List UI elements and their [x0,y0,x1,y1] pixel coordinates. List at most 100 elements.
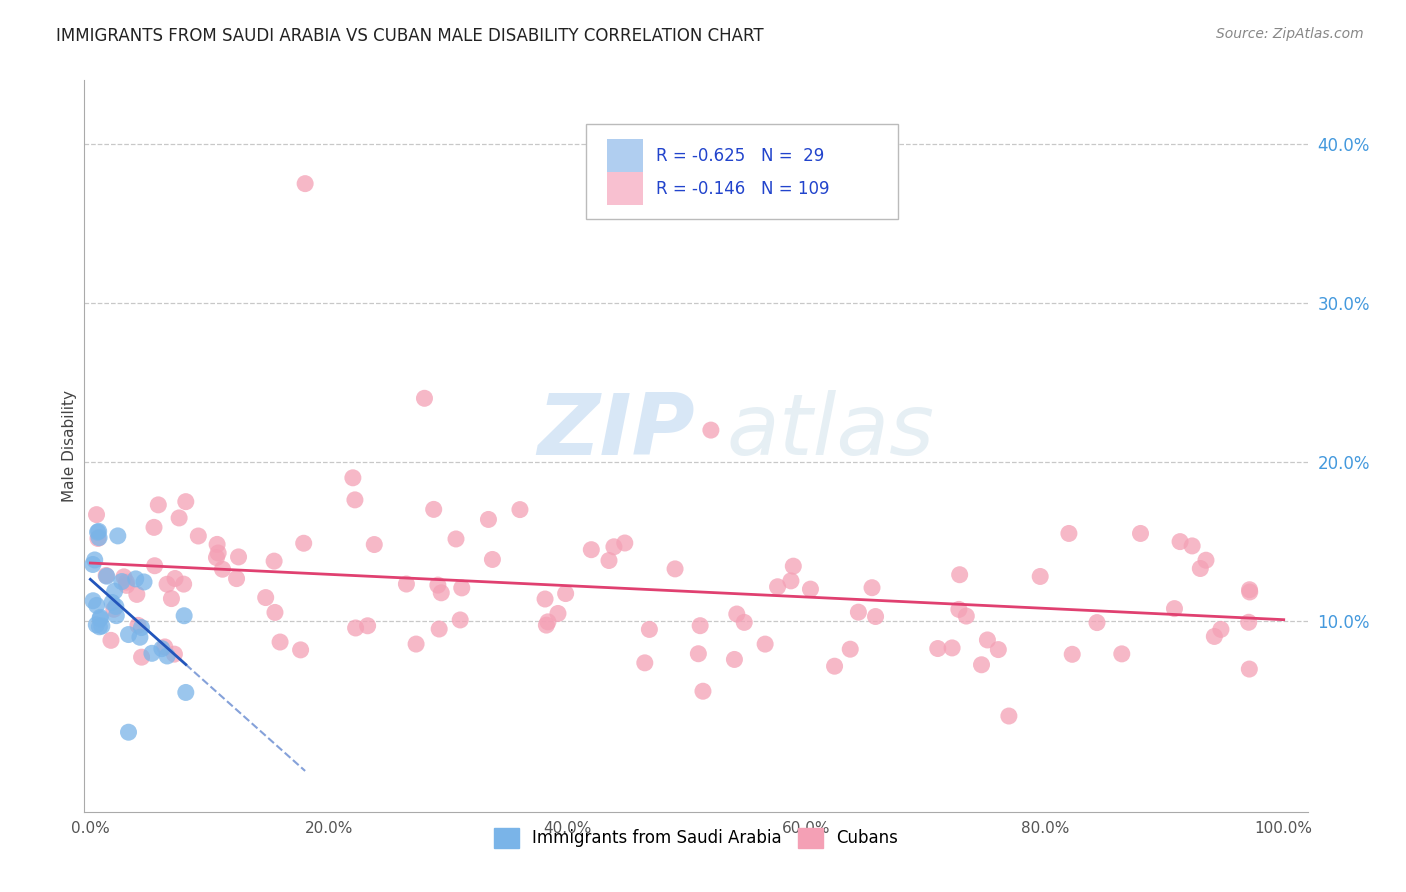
Point [112,570,135,584]
Point [173,577,195,591]
Point [205,537,228,551]
Point [228,549,250,564]
Point [725,607,748,621]
Point [534,592,557,607]
Point [103,602,125,616]
Point [799,582,821,596]
Point [782,559,804,574]
Point [1189,561,1212,575]
Point [1085,615,1108,630]
Point [117,627,139,641]
Point [536,618,558,632]
Text: R = -0.625   N =  29: R = -0.625 N = 29 [655,146,824,165]
Point [156,648,179,663]
Point [941,640,963,655]
Point [1239,662,1261,676]
Point [1057,526,1080,541]
Point [848,605,870,619]
Point [86,599,108,613]
Point [294,177,316,191]
Point [87,524,110,539]
Point [427,622,450,636]
Point [537,615,560,629]
Point [865,609,887,624]
Point [1029,569,1052,583]
Text: atlas: atlas [727,390,935,473]
Point [82,593,104,607]
Point [343,492,366,507]
Point [1062,648,1084,662]
Point [160,591,183,606]
Point [86,525,108,540]
Y-axis label: Male Disability: Male Disability [62,390,77,502]
Point [207,546,229,560]
Point [150,641,173,656]
Point [96,569,118,583]
Point [111,574,134,589]
Point [860,581,883,595]
Point [174,685,197,699]
Point [998,709,1021,723]
Point [754,637,776,651]
Point [1195,553,1218,567]
Point [780,574,803,588]
Legend: Immigrants from Saudi Arabia, Cubans: Immigrants from Saudi Arabia, Cubans [486,821,905,855]
Point [1209,623,1232,637]
Point [167,511,190,525]
Point [1129,526,1152,541]
Point [1163,601,1185,615]
Point [131,650,153,665]
Point [949,567,972,582]
Point [976,632,998,647]
Bar [606,172,644,205]
Point [413,392,436,406]
Point [766,580,789,594]
Point [1239,585,1261,599]
Point [344,621,367,635]
Point [125,572,148,586]
Point [90,619,112,633]
Text: Source: ZipAtlas.com: Source: ZipAtlas.com [1216,27,1364,41]
Point [689,618,711,632]
Point [1111,647,1133,661]
Point [292,536,315,550]
Point [948,602,970,616]
Point [422,502,444,516]
Point [148,498,170,512]
Point [613,536,636,550]
Point [426,578,449,592]
Point [94,568,117,582]
Point [143,558,166,573]
Point [263,554,285,568]
Point [89,620,111,634]
Point [356,619,378,633]
Point [1237,615,1260,630]
Point [115,578,138,592]
Point [211,562,233,576]
Point [84,617,107,632]
Point [598,553,620,567]
Point [603,540,626,554]
Point [581,542,603,557]
Point [89,612,111,626]
Point [83,553,105,567]
Point [449,613,471,627]
Point [141,646,163,660]
Point [395,577,418,591]
Point [664,562,686,576]
Point [86,508,108,522]
Point [143,520,166,534]
Point [127,618,149,632]
Point [450,581,472,595]
Point [477,512,499,526]
Point [342,471,364,485]
Text: ZIP: ZIP [537,390,695,473]
Point [156,577,179,591]
Point [117,725,139,739]
Point [927,641,949,656]
Point [174,494,197,508]
Point [153,640,176,654]
Point [115,575,138,590]
Point [87,531,110,545]
Point [290,643,312,657]
